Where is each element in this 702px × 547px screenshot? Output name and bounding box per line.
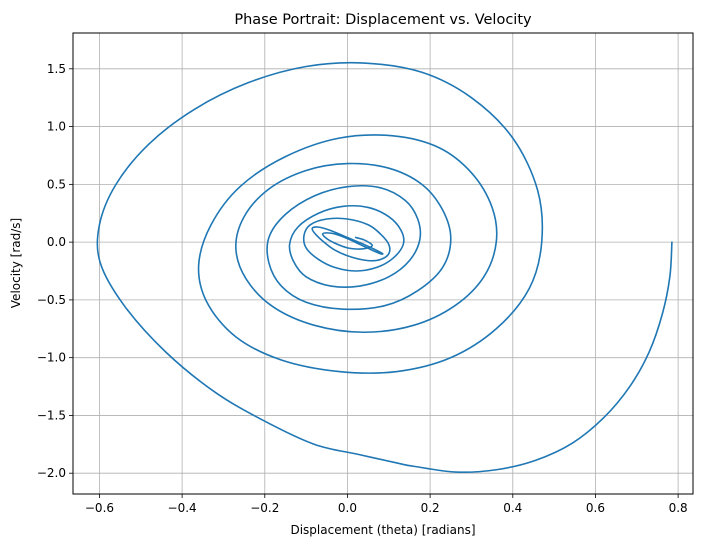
plot-area (96, 61, 673, 474)
chart-title: Phase Portrait: Displacement vs. Velocit… (234, 12, 532, 28)
trajectory-line (96, 61, 673, 474)
y-tick-label: 1.5 (47, 62, 66, 76)
y-tick-label: −2.0 (37, 466, 66, 480)
y-tick-label: 0.5 (47, 177, 66, 191)
x-axis-ticks: −0.6 −0.4 −0.2 0.0 0.2 0.4 0.6 0.8 (85, 494, 688, 515)
grid-lines (73, 33, 693, 494)
y-axis-label: Velocity [rad/s] (9, 218, 23, 308)
y-tick-label: −1.5 (37, 408, 66, 422)
x-tick-label: 0.0 (338, 501, 357, 515)
x-tick-label: −0.2 (250, 501, 279, 515)
y-tick-label: −0.5 (37, 293, 66, 307)
y-tick-label: −1.0 (37, 351, 66, 365)
x-tick-label: 0.4 (503, 501, 522, 515)
x-tick-label: 0.6 (586, 501, 605, 515)
y-tick-label: 0.0 (47, 235, 66, 249)
y-axis-ticks: −2.0 −1.5 −1.0 −0.5 0.0 0.5 1.0 1.5 (37, 62, 73, 480)
x-axis-label: Displacement (theta) [radians] (290, 523, 475, 537)
x-tick-label: −0.6 (85, 501, 114, 515)
axes-frame (72, 32, 694, 495)
x-tick-label: −0.4 (168, 501, 197, 515)
x-tick-label: 0.8 (669, 501, 688, 515)
y-tick-label: 1.0 (47, 120, 66, 134)
x-tick-label: 0.2 (421, 501, 440, 515)
